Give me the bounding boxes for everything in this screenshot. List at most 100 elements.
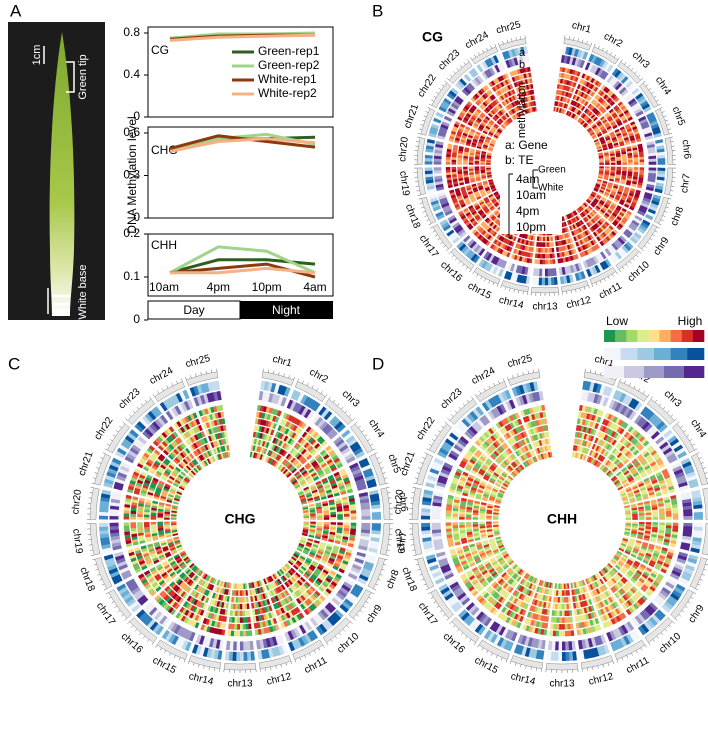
heat-cell [242, 610, 245, 616]
ideogram-tick [587, 41, 588, 44]
ideogram-tick [145, 400, 147, 402]
y-tick-label: 0.8 [123, 25, 140, 39]
heat-cell [124, 522, 130, 525]
ideogram-tick [664, 211, 667, 212]
ideogram-tick [157, 391, 159, 394]
heat-cell [545, 242, 547, 247]
heat-cell [634, 167, 639, 170]
heat-cell [628, 160, 633, 163]
ideogram-tick [206, 371, 207, 374]
heat-cell [144, 524, 150, 527]
heat-cell [351, 516, 357, 519]
ideogram-tick [307, 383, 308, 386]
ideogram-tick [281, 664, 282, 667]
ideogram-tick [652, 235, 655, 237]
ideogram-tick [367, 439, 370, 441]
ideogram-tick [167, 386, 168, 389]
heat-cell [344, 517, 350, 520]
heat-cell [240, 631, 243, 637]
ideogram-tick [435, 235, 438, 237]
chromosome-label: chr17 [417, 233, 441, 260]
ideogram-tick [371, 592, 374, 593]
gene-track [372, 512, 381, 516]
ideogram-tick [703, 467, 706, 468]
ideogram-tick [612, 274, 614, 277]
ideogram-tick [169, 653, 170, 656]
heat-cell [124, 513, 130, 516]
heat-cell [486, 166, 491, 168]
ideogram-tick [147, 639, 149, 641]
ideogram-tick [300, 658, 301, 661]
chromosome-label: chr19 [397, 170, 411, 197]
te-track [649, 162, 657, 165]
gene-track [372, 516, 381, 520]
heat-cell [246, 630, 250, 636]
ideogram-tick [383, 473, 386, 474]
ideogram-tick [641, 78, 643, 80]
heat-cell [640, 162, 645, 165]
ideogram-tick [569, 36, 570, 39]
heat-cell [351, 513, 357, 516]
ideogram-tick [417, 191, 420, 192]
ideogram-tick [276, 666, 277, 669]
ideogram-tick [604, 279, 605, 282]
gene-track [548, 277, 552, 285]
ideogram-tick [606, 50, 607, 53]
chromosome-label: chr1 [271, 354, 293, 370]
heat-cell [157, 517, 163, 519]
heat-cell [242, 617, 245, 623]
heat-cell [486, 163, 491, 165]
heat-cell [330, 522, 336, 525]
heat-cell [242, 590, 244, 596]
ideogram-tick [98, 462, 101, 463]
ideogram-tick [667, 203, 670, 204]
ideogram-tick [376, 584, 379, 585]
ideogram-tick [497, 284, 498, 287]
ideogram-tick [103, 453, 106, 454]
ideogram-tick [347, 625, 349, 627]
ideogram-tick [106, 592, 109, 593]
ideogram-tick [590, 370, 591, 373]
heat-cell [157, 522, 163, 524]
ideogram-tick [482, 50, 483, 53]
heat-cell [535, 253, 538, 258]
ideogram-tick [335, 636, 337, 638]
ideogram-tick [467, 59, 469, 61]
heat-cell [547, 237, 549, 242]
gene-track [243, 652, 247, 661]
ideogram-tick [644, 246, 646, 248]
chromosome-label: chr24 [463, 29, 491, 51]
heat-cell [542, 248, 545, 253]
ideogram-tick [125, 618, 127, 620]
x-tick-label: 10am [149, 280, 179, 294]
heat-cell [137, 522, 143, 525]
ideogram-tick [638, 75, 640, 77]
ideogram-tick [279, 372, 280, 375]
ideogram [90, 488, 99, 520]
gene-track [236, 652, 240, 661]
panel-label: A [10, 1, 22, 20]
gene-track [425, 161, 433, 164]
ideogram-tick [209, 667, 210, 670]
ideogram-tick [668, 129, 671, 130]
ideogram-tick [697, 453, 700, 454]
chromosome-label: chr13 [532, 302, 557, 313]
ideogram-tick [636, 255, 638, 257]
chromosome-label: chr8 [669, 205, 686, 228]
ideogram-tick [674, 419, 676, 421]
heat-cell [543, 237, 545, 242]
ideogram-tick [523, 291, 524, 294]
ideogram-tick [121, 614, 123, 616]
heat-cell [240, 584, 242, 590]
ideogram-tick [459, 261, 461, 263]
ideogram-tick [626, 264, 628, 266]
ideogram-tick [518, 290, 519, 293]
ideogram-tick [692, 444, 695, 445]
te-track [243, 641, 247, 650]
heat-cell [230, 610, 233, 616]
ideogram-tick [143, 636, 145, 638]
ideogram-tick [268, 370, 269, 373]
ideogram-tick [309, 653, 310, 656]
ideogram-tick [352, 419, 354, 421]
ideogram-tick [341, 407, 343, 409]
